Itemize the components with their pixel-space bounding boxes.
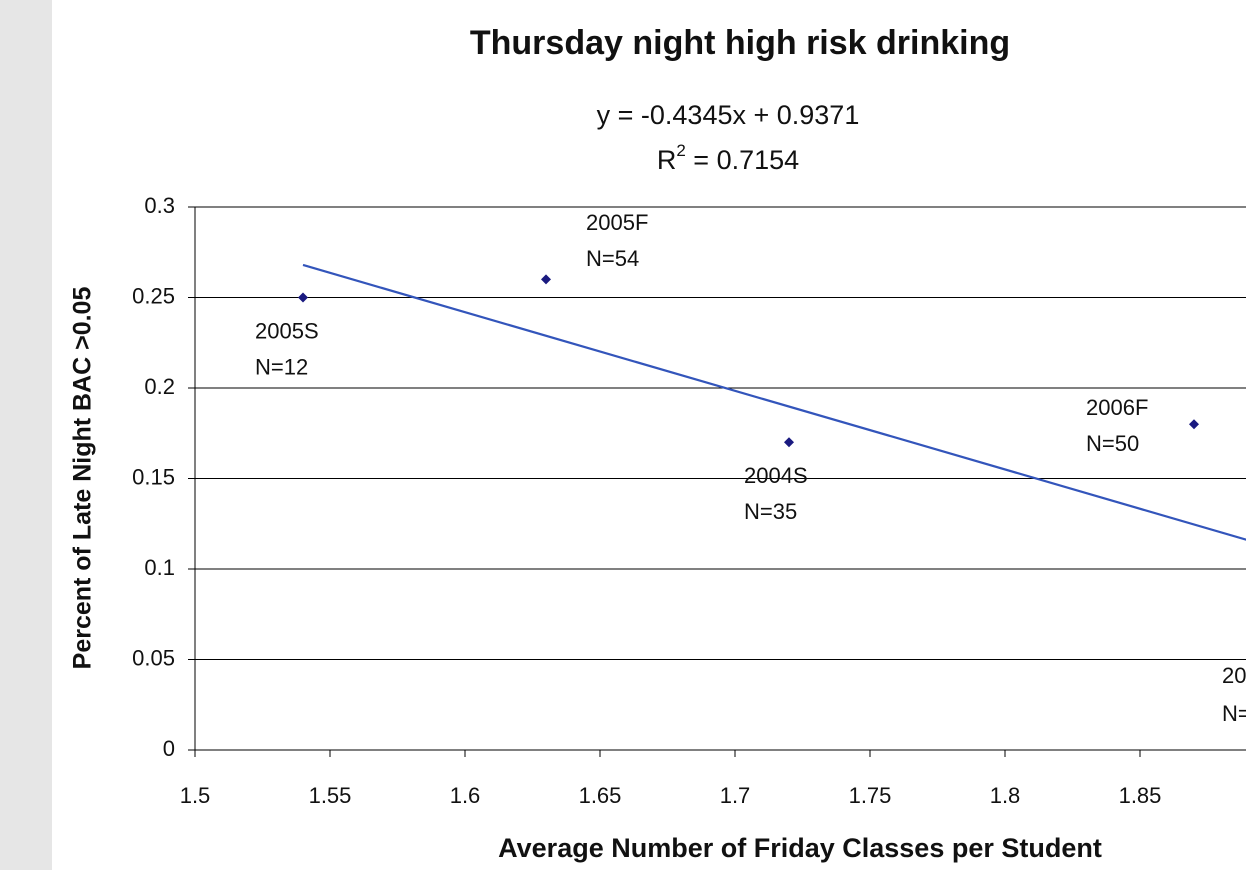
x-axis-title: Average Number of Friday Classes per Stu… — [498, 833, 1102, 863]
x-tick-label: 1.65 — [579, 783, 622, 808]
y-tick-label: 0 — [163, 736, 175, 761]
y-tick-label: 0.15 — [132, 464, 175, 489]
point-label: N=54 — [586, 246, 639, 271]
point-label: 2004S — [744, 463, 808, 488]
x-tick-label: 1.75 — [849, 783, 892, 808]
trendline — [302, 263, 1246, 541]
y-tick-label: 0.05 — [132, 645, 175, 670]
x-tick-label: 1.7 — [720, 783, 751, 808]
x-tick-label: 1.6 — [450, 783, 481, 808]
point — [298, 292, 308, 303]
r2-text: = 0.7154 — [686, 145, 799, 175]
side-strip — [0, 0, 52, 870]
y-tick-label: 0.25 — [132, 283, 175, 308]
point-label: N=12 — [255, 354, 308, 379]
x-tick-label: 1.5 — [180, 783, 211, 808]
r-squared: R2 = 0.7154 — [657, 141, 799, 175]
x-tick-label: 1.8 — [990, 783, 1021, 808]
point-label: 2006F — [1086, 395, 1148, 420]
x-tick-label: 1.85 — [1119, 783, 1162, 808]
trend-equation: y = -0.4345x + 0.9371 — [597, 100, 860, 130]
point-label: 20 — [1222, 663, 1246, 688]
y-tick-label: 0.2 — [144, 374, 175, 399]
point-label: N= — [1222, 701, 1246, 726]
point-label: 2005S — [255, 318, 319, 343]
point — [1189, 419, 1199, 430]
point-label: N=35 — [744, 499, 797, 524]
y-tick-label: 0.3 — [144, 193, 175, 218]
r2-prefix: R — [657, 145, 677, 175]
y-tick-label: 0.1 — [144, 555, 175, 580]
chart-title: Thursday night high risk drinking — [470, 24, 1010, 62]
x-tick-label: 1.55 — [309, 783, 352, 808]
point-label: 2005F — [586, 210, 648, 235]
point — [784, 437, 794, 448]
y-axis-title: Percent of Late Night BAC >0.05 — [69, 287, 97, 670]
r2-sup: 2 — [676, 141, 685, 160]
point-label: N=50 — [1086, 431, 1139, 456]
point — [541, 274, 551, 285]
